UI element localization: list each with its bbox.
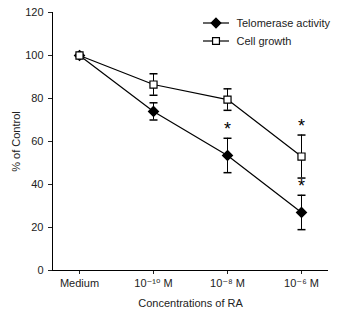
svg-text:120: 120 [25, 6, 43, 18]
svg-text:40: 40 [31, 178, 43, 190]
svg-text:% of Control: % of Control [10, 111, 22, 172]
html-text:Telomerase activity: Telomerase activity [236, 17, 330, 29]
svg-text:*: * [298, 176, 305, 196]
svg-text:0: 0 [37, 264, 43, 276]
svg-text:10⁻⁶ M: 10⁻⁶ M [284, 277, 319, 289]
svg-text:100: 100 [25, 49, 43, 61]
svg-text:10⁻¹⁰ M: 10⁻¹⁰ M [134, 277, 172, 289]
svg-text:Medium: Medium [60, 277, 99, 289]
svg-text:10⁻⁸ M: 10⁻⁸ M [210, 277, 245, 289]
svg-text:*: * [224, 119, 231, 139]
html-text:Cell growth: Cell growth [236, 35, 292, 47]
svg-text:60: 60 [31, 135, 43, 147]
svg-text:20: 20 [31, 221, 43, 233]
svg-text:80: 80 [31, 92, 43, 104]
svg-text:*: * [298, 116, 305, 136]
svg-text:Concentrations of RA: Concentrations of RA [138, 297, 243, 309]
